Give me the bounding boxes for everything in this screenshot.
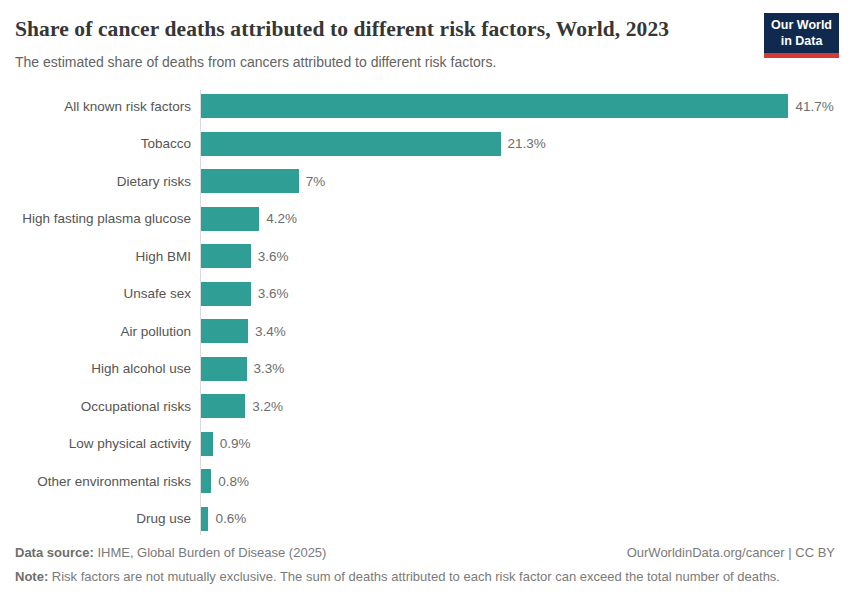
bar-row: Air pollution 3.4% xyxy=(15,319,835,343)
category-label: High fasting plasma glucose xyxy=(15,211,200,226)
owid-logo-line2: in Data xyxy=(771,34,832,50)
bar-row: Drug use 0.6% xyxy=(15,507,835,531)
value-label: 3.6% xyxy=(258,249,289,264)
bar-area: 3.6% xyxy=(200,244,835,268)
attribution-link: OurWorldinData.org/cancer | CC BY xyxy=(627,544,835,562)
bar xyxy=(200,432,213,456)
bar-row: All known risk factors 41.7% xyxy=(15,94,835,118)
value-label: 3.6% xyxy=(258,286,289,301)
y-axis-line xyxy=(200,90,201,535)
value-label: 0.9% xyxy=(220,436,251,451)
bar-row: Other environmental risks 0.8% xyxy=(15,469,835,493)
category-label: Dietary risks xyxy=(15,174,200,189)
bar-area: 0.9% xyxy=(200,432,835,456)
category-label: Low physical activity xyxy=(15,436,200,451)
value-label: 3.4% xyxy=(255,324,286,339)
value-label: 3.2% xyxy=(252,399,283,414)
chart-title: Share of cancer deaths attributed to dif… xyxy=(15,16,755,43)
category-label: Other environmental risks xyxy=(15,474,200,489)
bar xyxy=(200,94,788,118)
bar-area: 3.6% xyxy=(200,282,835,306)
bar-row: Occupational risks 3.2% xyxy=(15,394,835,418)
bar-chart: All known risk factors 41.7% Tobacco 21.… xyxy=(15,90,835,531)
value-label: 0.6% xyxy=(215,511,246,526)
bar xyxy=(200,244,251,268)
bar-area: 4.2% xyxy=(200,207,835,231)
bar-row: Unsafe sex 3.6% xyxy=(15,282,835,306)
bar-area: 3.3% xyxy=(200,357,835,381)
owid-logo-line1: Our World xyxy=(771,18,832,34)
bar-area: 0.8% xyxy=(200,469,835,493)
bar xyxy=(200,132,501,156)
bar xyxy=(200,507,208,531)
note-line: Note: Risk factors are not mutually excl… xyxy=(15,568,835,586)
bar-row: High alcohol use 3.3% xyxy=(15,357,835,381)
note-label: Note: xyxy=(15,569,48,584)
category-label: High BMI xyxy=(15,249,200,264)
bar xyxy=(200,357,247,381)
bar-row: High fasting plasma glucose 4.2% xyxy=(15,207,835,231)
bar-area: 3.2% xyxy=(200,394,835,418)
bar xyxy=(200,207,259,231)
value-label: 0.8% xyxy=(218,474,249,489)
bar xyxy=(200,169,299,193)
bar-area: 41.7% xyxy=(200,94,835,118)
bar-area: 0.6% xyxy=(200,507,835,531)
category-label: Unsafe sex xyxy=(15,286,200,301)
category-label: High alcohol use xyxy=(15,361,200,376)
bar-row: Tobacco 21.3% xyxy=(15,132,835,156)
bar-row: Dietary risks 7% xyxy=(15,169,835,193)
bar-rows-container: All known risk factors 41.7% Tobacco 21.… xyxy=(15,94,835,531)
category-label: Occupational risks xyxy=(15,399,200,414)
bar-row: High BMI 3.6% xyxy=(15,244,835,268)
bar xyxy=(200,469,211,493)
data-source-value: IHME, Global Burden of Disease (2025) xyxy=(97,545,326,560)
chart-header: Share of cancer deaths attributed to dif… xyxy=(15,16,835,71)
value-label: 41.7% xyxy=(795,99,833,114)
bar-area: 21.3% xyxy=(200,132,835,156)
value-label: 21.3% xyxy=(508,136,546,151)
chart-subtitle: The estimated share of deaths from cance… xyxy=(15,53,835,71)
category-label: Air pollution xyxy=(15,324,200,339)
data-source-line: Data source: IHME, Global Burden of Dise… xyxy=(15,544,326,562)
value-label: 4.2% xyxy=(266,211,297,226)
category-label: All known risk factors xyxy=(15,99,200,114)
data-source-label: Data source: xyxy=(15,545,94,560)
category-label: Tobacco xyxy=(15,136,200,151)
category-label: Drug use xyxy=(15,511,200,526)
note-text: Risk factors are not mutually exclusive.… xyxy=(52,569,780,584)
owid-chart-page: Share of cancer deaths attributed to dif… xyxy=(0,0,850,600)
bar xyxy=(200,282,251,306)
bar xyxy=(200,394,245,418)
value-label: 3.3% xyxy=(254,361,285,376)
bar-area: 3.4% xyxy=(200,319,835,343)
bar xyxy=(200,319,248,343)
bar-row: Low physical activity 0.9% xyxy=(15,432,835,456)
value-label: 7% xyxy=(306,174,326,189)
chart-footer: Data source: IHME, Global Burden of Dise… xyxy=(15,544,835,585)
bar-area: 7% xyxy=(200,169,835,193)
owid-logo: Our World in Data xyxy=(764,13,839,58)
